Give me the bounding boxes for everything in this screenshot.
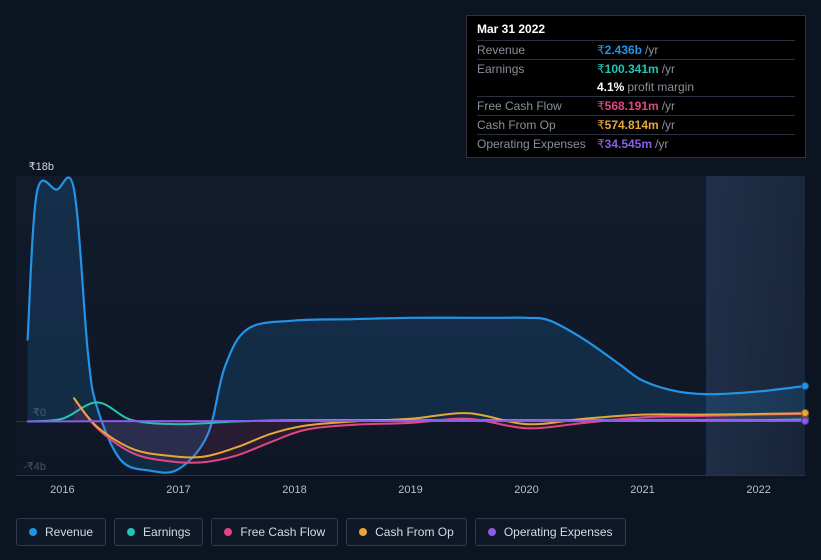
legend-label: Free Cash Flow <box>240 525 325 539</box>
tooltip-sub-value: 4.1% <box>597 80 624 94</box>
currency-symbol: ₹ <box>597 137 605 151</box>
legend-dot-icon <box>127 528 135 536</box>
legend-dot-icon <box>224 528 232 536</box>
tooltip-row: Revenue₹2.436b /yr <box>477 40 795 59</box>
tooltip-rows: Revenue₹2.436b /yrEarnings₹100.341m /yr4… <box>477 40 795 153</box>
legend-item[interactable]: Revenue <box>16 518 106 546</box>
tooltip-value: 100.341m <box>605 62 659 76</box>
tooltip-value: 574.814m <box>605 118 659 132</box>
legend-item[interactable]: Free Cash Flow <box>211 518 338 546</box>
legend: Revenue Earnings Free Cash Flow Cash From O… <box>16 518 626 546</box>
x-tick: 2017 <box>166 484 190 496</box>
series-end-marker <box>801 382 809 390</box>
x-axis-labels: 2016 2017 2018 2019 2020 2021 2022 <box>16 484 805 504</box>
tooltip-value: 2.436b <box>605 43 642 57</box>
tooltip-row: Operating Expenses₹34.545m /yr <box>477 134 795 153</box>
tooltip-label: Earnings <box>477 62 597 76</box>
tooltip-label: Free Cash Flow <box>477 99 597 113</box>
plot-svg <box>16 176 805 476</box>
tooltip-sub-label: profit margin <box>627 80 694 94</box>
legend-dot-icon <box>488 528 496 536</box>
x-tick: 2016 <box>50 484 74 496</box>
legend-label: Operating Expenses <box>504 525 613 539</box>
tooltip-row: Free Cash Flow₹568.191m /yr <box>477 96 795 115</box>
x-tick: 2021 <box>630 484 654 496</box>
x-tick: 2022 <box>746 484 770 496</box>
tooltip-suffix: /yr <box>662 99 675 113</box>
legend-label: Earnings <box>143 525 190 539</box>
y-tick-top: ₹18b <box>20 160 54 173</box>
tooltip-row: Cash From Op₹574.814m /yr <box>477 115 795 134</box>
x-tick: 2018 <box>282 484 306 496</box>
tooltip-suffix: /yr <box>662 62 675 76</box>
legend-label: Cash From Op <box>375 525 454 539</box>
tooltip-suffix: /yr <box>655 137 668 151</box>
tooltip-suffix: /yr <box>662 118 675 132</box>
tooltip-date: Mar 31 2022 <box>477 22 795 40</box>
tooltip-value: 34.545m <box>605 137 652 151</box>
tooltip-label: Cash From Op <box>477 118 597 132</box>
series-end-marker <box>801 417 809 425</box>
tooltip-value: 568.191m <box>605 99 659 113</box>
financials-chart: ₹18b ₹0 -₹4b 201620172018201920202021202… <box>16 158 805 498</box>
currency-symbol: ₹ <box>597 99 605 113</box>
tooltip-subrow: 4.1% profit margin <box>477 78 795 96</box>
series-line <box>28 421 805 422</box>
x-tick: 2019 <box>398 484 422 496</box>
legend-item[interactable]: Operating Expenses <box>475 518 626 546</box>
legend-dot-icon <box>29 528 37 536</box>
plot-area[interactable] <box>16 176 805 476</box>
tooltip-row: Earnings₹100.341m /yr <box>477 59 795 78</box>
legend-item[interactable]: Cash From Op <box>346 518 467 546</box>
currency-symbol: ₹ <box>597 62 605 76</box>
data-tooltip: Mar 31 2022 Revenue₹2.436b /yrEarnings₹1… <box>466 15 806 158</box>
x-tick: 2020 <box>514 484 538 496</box>
legend-item[interactable]: Earnings <box>114 518 203 546</box>
legend-label: Revenue <box>45 525 93 539</box>
tooltip-suffix: /yr <box>645 43 658 57</box>
legend-dot-icon <box>359 528 367 536</box>
tooltip-label: Revenue <box>477 43 597 57</box>
currency-symbol: ₹ <box>597 118 605 132</box>
currency-symbol: ₹ <box>597 43 605 57</box>
tooltip-label: Operating Expenses <box>477 137 597 151</box>
